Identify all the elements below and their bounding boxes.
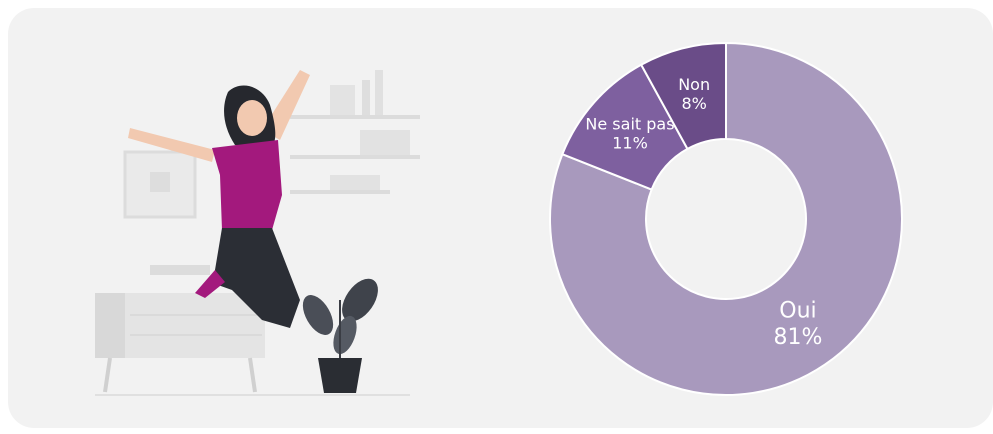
donut-slice <box>549 41 903 396</box>
slice-value-label: 11% <box>612 133 648 152</box>
illustration <box>95 70 420 396</box>
slice-category-label: Ne sait pas <box>585 114 674 133</box>
slice-value-label: 8% <box>681 94 706 113</box>
slice-category-label: Oui <box>779 299 816 324</box>
slice-value-label: 81% <box>773 325 822 350</box>
slice-category-label: Non <box>678 75 710 94</box>
donut-slice <box>639 41 727 151</box>
